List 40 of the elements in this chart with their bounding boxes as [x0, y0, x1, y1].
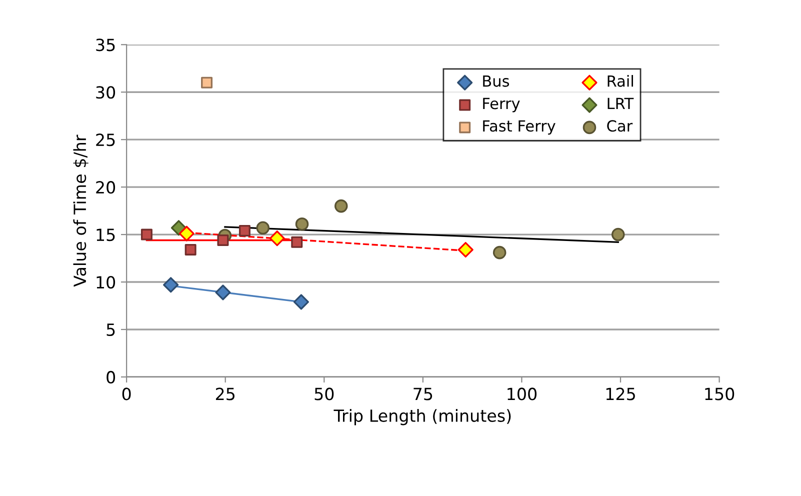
point [492, 246, 506, 260]
point [334, 199, 348, 213]
legend-label: Ferry [483, 98, 520, 112]
y-tick-label: 20 [96, 181, 116, 194]
y-tick-label: 0 [106, 370, 116, 384]
x-axis-title: Trip Length (minutes) [334, 409, 511, 426]
point [217, 234, 229, 246]
x-tick-label: 75 [414, 388, 432, 400]
point [140, 228, 152, 240]
legend-label: Bus [483, 75, 510, 87]
point [458, 242, 474, 258]
x-tick-label: 25 [216, 388, 234, 400]
legend-label: Fast Ferry [483, 120, 556, 135]
point [178, 226, 194, 242]
x-tick-label: 100 [508, 388, 537, 400]
y-tick-label: 25 [96, 134, 115, 146]
point [184, 244, 196, 256]
point [611, 228, 625, 242]
y-axis-title: Value of Time $/hr [73, 134, 88, 287]
y-tick-label: 5 [106, 324, 115, 336]
point [291, 236, 303, 248]
y-tick-label: 35 [96, 38, 115, 52]
y-tick-label: 15 [96, 228, 115, 242]
legend-label: Rail [608, 75, 633, 87]
legend-label: LRT [608, 98, 634, 110]
point [256, 221, 270, 235]
point [295, 217, 309, 231]
point [215, 284, 231, 300]
legend-label: Car [607, 120, 633, 132]
x-tick-label: 150 [705, 388, 734, 400]
x-tick-label: 125 [606, 388, 635, 400]
point [238, 224, 250, 236]
y-tick-label: 30 [96, 86, 116, 99]
point [163, 277, 179, 293]
y-tick-label: 10 [96, 276, 116, 289]
point [293, 294, 309, 310]
point [269, 230, 285, 246]
x-tick-label: 0 [122, 388, 131, 400]
point [201, 76, 213, 88]
x-tick-label: 50 [314, 388, 334, 400]
